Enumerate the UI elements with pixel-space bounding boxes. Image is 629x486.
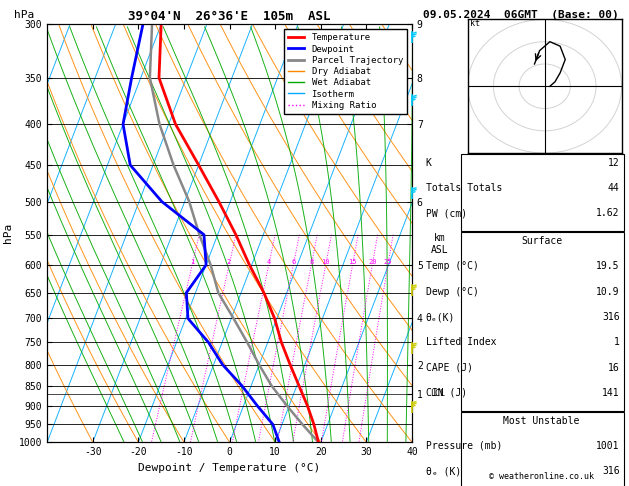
Text: Surface: Surface bbox=[521, 236, 562, 246]
Text: K: K bbox=[426, 158, 431, 168]
Text: 1001: 1001 bbox=[596, 441, 620, 451]
Text: 25: 25 bbox=[384, 259, 392, 265]
Bar bbox=[462, 154, 624, 231]
Bar bbox=[462, 232, 624, 411]
Text: Temp (°C): Temp (°C) bbox=[426, 261, 479, 272]
Text: 20: 20 bbox=[368, 259, 377, 265]
Text: CAPE (J): CAPE (J) bbox=[426, 363, 472, 373]
Text: 10.9: 10.9 bbox=[596, 287, 620, 297]
Text: Dewp (°C): Dewp (°C) bbox=[426, 287, 479, 297]
Text: 316: 316 bbox=[602, 466, 620, 476]
Text: Most Unstable: Most Unstable bbox=[503, 416, 580, 426]
Text: 316: 316 bbox=[602, 312, 620, 322]
Text: 1: 1 bbox=[190, 259, 194, 265]
Text: Lifted Index: Lifted Index bbox=[426, 337, 496, 347]
Text: 1: 1 bbox=[614, 337, 620, 347]
Text: 1.62: 1.62 bbox=[596, 208, 620, 219]
Text: 09.05.2024  06GMT  (Base: 00): 09.05.2024 06GMT (Base: 00) bbox=[423, 10, 618, 20]
X-axis label: Dewpoint / Temperature (°C): Dewpoint / Temperature (°C) bbox=[138, 463, 321, 473]
Text: CIN (J): CIN (J) bbox=[426, 388, 467, 398]
Text: 8: 8 bbox=[309, 259, 313, 265]
Text: 12: 12 bbox=[608, 158, 620, 168]
Text: 16: 16 bbox=[608, 363, 620, 373]
Text: 2: 2 bbox=[227, 259, 231, 265]
Text: hPa: hPa bbox=[14, 10, 35, 20]
Text: kt: kt bbox=[470, 19, 481, 28]
Text: PW (cm): PW (cm) bbox=[426, 208, 467, 219]
Text: Pressure (mb): Pressure (mb) bbox=[426, 441, 502, 451]
Text: 141: 141 bbox=[602, 388, 620, 398]
Text: 15: 15 bbox=[348, 259, 357, 265]
Text: θₑ (K): θₑ (K) bbox=[426, 466, 461, 476]
Text: 19.5: 19.5 bbox=[596, 261, 620, 272]
Text: © weatheronline.co.uk: © weatheronline.co.uk bbox=[489, 472, 594, 481]
Text: 4: 4 bbox=[267, 259, 271, 265]
Legend: Temperature, Dewpoint, Parcel Trajectory, Dry Adiabat, Wet Adiabat, Isotherm, Mi: Temperature, Dewpoint, Parcel Trajectory… bbox=[284, 29, 408, 114]
Y-axis label: hPa: hPa bbox=[3, 223, 13, 243]
Text: θₑ(K): θₑ(K) bbox=[426, 312, 455, 322]
Text: LCL: LCL bbox=[430, 389, 445, 399]
Y-axis label: km
ASL: km ASL bbox=[431, 233, 448, 255]
Text: 44: 44 bbox=[608, 183, 620, 193]
Text: 10: 10 bbox=[321, 259, 330, 265]
Text: Totals Totals: Totals Totals bbox=[426, 183, 502, 193]
Text: 6: 6 bbox=[291, 259, 296, 265]
Bar bbox=[462, 412, 624, 486]
Title: 39°04'N  26°36'E  105m  ASL: 39°04'N 26°36'E 105m ASL bbox=[128, 10, 331, 23]
